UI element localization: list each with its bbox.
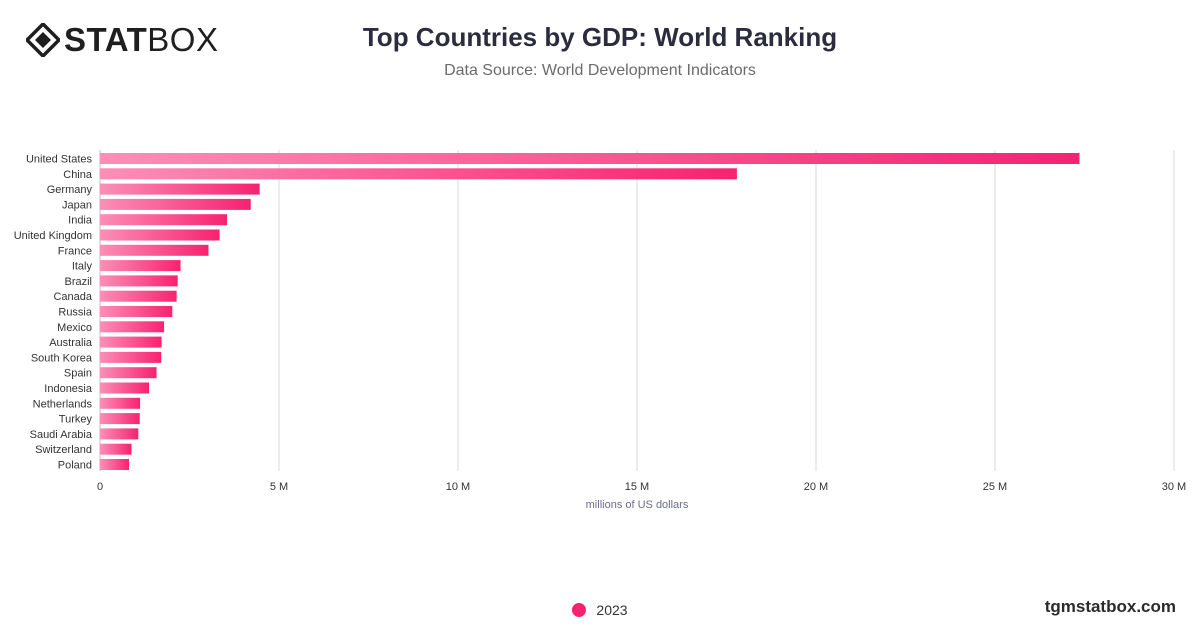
category-label: Poland xyxy=(58,460,92,472)
category-label: Turkey xyxy=(59,414,93,426)
bar-japan[interactable] xyxy=(100,198,251,210)
logo-text-light: BOX xyxy=(147,21,219,58)
category-label: United Kingdom xyxy=(14,230,92,242)
x-tick-label: 0 xyxy=(97,481,103,493)
bar-mexico[interactable] xyxy=(100,321,165,333)
x-tick-label: 25 M xyxy=(983,481,1007,493)
category-label: Russia xyxy=(58,307,93,319)
bar-australia[interactable] xyxy=(100,336,162,348)
x-tick-labels: 0 5 M 10 M 15 M 20 M 25 M 30 M xyxy=(97,481,1186,493)
bar-russia[interactable] xyxy=(100,306,173,317)
category-label: China xyxy=(63,169,93,181)
diamond-logo-icon xyxy=(26,23,60,57)
category-label: Canada xyxy=(53,291,92,303)
category-label: Saudi Arabia xyxy=(30,429,93,441)
x-tick-label: 10 M xyxy=(446,481,470,493)
bar-indonesia[interactable] xyxy=(100,382,150,394)
x-axis-title: millions of US dollars xyxy=(586,499,689,511)
bar-poland[interactable] xyxy=(100,459,129,470)
bars xyxy=(100,153,1080,470)
bar-saudi-arabia[interactable] xyxy=(100,428,139,440)
legend-label-2023: 2023 xyxy=(596,602,628,618)
x-tick-label: 30 M xyxy=(1162,481,1186,493)
site-url: tgmstatbox.com xyxy=(1044,597,1176,616)
bar-netherlands[interactable] xyxy=(100,397,141,409)
category-labels: United States China Germany Japan India Unite… xyxy=(14,154,93,472)
category-label: Spain xyxy=(64,368,92,380)
legend[interactable]: 2023 xyxy=(0,602,1200,618)
category-label: India xyxy=(68,215,93,227)
x-tick-label: 5 M xyxy=(270,481,288,493)
logo-wordmark: STATBOX xyxy=(64,22,218,58)
bar-canada[interactable] xyxy=(100,290,177,302)
bar-france[interactable] xyxy=(100,244,209,256)
x-tick-label: 20 M xyxy=(804,481,828,493)
grid-lines xyxy=(99,150,1175,471)
category-label: Germany xyxy=(47,184,93,196)
bar-south-korea[interactable] xyxy=(100,351,162,363)
bar-turkey[interactable] xyxy=(100,413,140,425)
bar-china[interactable] xyxy=(100,168,737,180)
bar-united-states[interactable] xyxy=(100,153,1080,164)
chart-subtitle: Data Source: World Development Indicator… xyxy=(444,62,756,79)
category-label: Mexico xyxy=(57,322,92,334)
category-label: Japan xyxy=(62,199,92,211)
category-label: Netherlands xyxy=(33,398,93,410)
category-label: South Korea xyxy=(31,352,93,364)
category-label: France xyxy=(58,245,92,257)
category-label: Indonesia xyxy=(44,383,93,395)
statbox-logo: STATBOX xyxy=(26,22,218,58)
category-label: Brazil xyxy=(64,276,92,288)
logo-text-bold: STAT xyxy=(64,21,148,58)
bar-brazil[interactable] xyxy=(100,275,178,287)
category-label: Switzerland xyxy=(35,444,92,456)
bar-india[interactable] xyxy=(100,214,228,226)
category-label: Australia xyxy=(49,337,93,349)
bar-germany[interactable] xyxy=(100,183,260,195)
category-label: Italy xyxy=(72,261,93,273)
bar-italy[interactable] xyxy=(100,260,181,272)
chart-title: Top Countries by GDP: World Ranking xyxy=(362,22,838,52)
bar-spain[interactable] xyxy=(100,367,157,379)
x-tick-label: 15 M xyxy=(625,481,649,493)
legend-swatch xyxy=(572,603,587,617)
bar-switzerland[interactable] xyxy=(100,443,132,455)
category-label: United States xyxy=(26,154,93,166)
bar-united-kingdom[interactable] xyxy=(100,229,220,241)
